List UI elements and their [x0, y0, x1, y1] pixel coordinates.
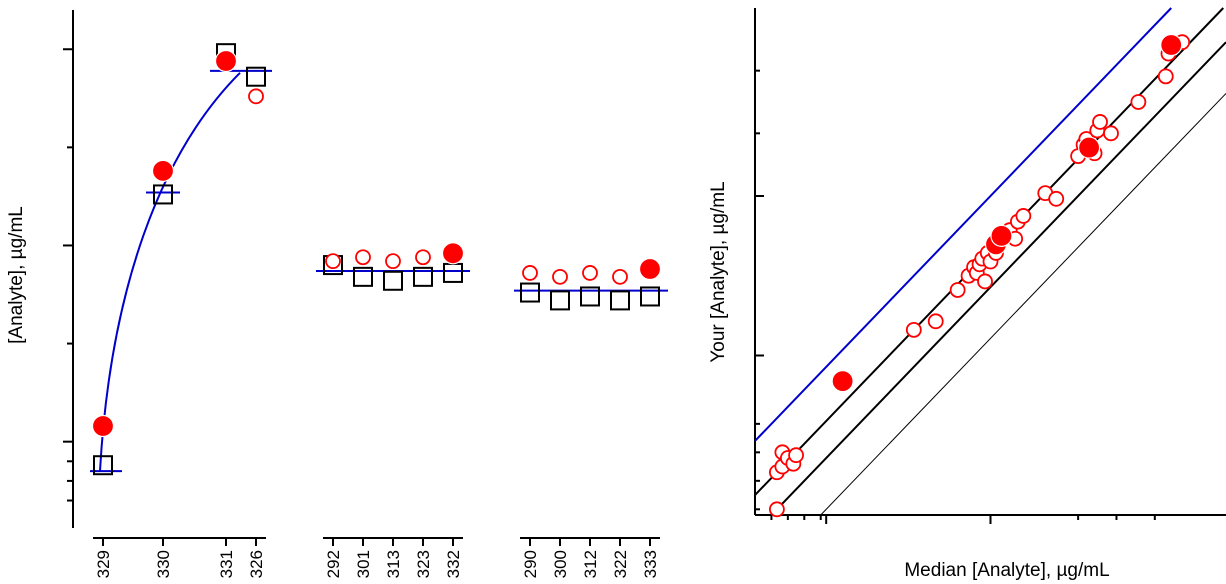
- participant-point: [552, 268, 568, 285]
- participant-point: [355, 249, 371, 266]
- highlighted-point: [91, 414, 115, 438]
- reference-line-lower-limit: [770, 41, 1226, 516]
- sample-label: 312: [581, 550, 600, 578]
- participant-point: [788, 447, 804, 464]
- sample-label: 330: [154, 550, 173, 578]
- reference-line-outer-limit: [820, 93, 1226, 516]
- highlighted-point: [1077, 136, 1101, 159]
- participant-point: [1048, 190, 1065, 207]
- consensus-box: [610, 290, 630, 311]
- sample-chart-panel: [Analyte], µg/mL 329 330 331 326 292 301 313 32…: [6, 10, 668, 578]
- left-axes: [63, 10, 660, 546]
- sample-label: 333: [641, 550, 660, 578]
- participant-point: [522, 265, 538, 281]
- sample-label: 332: [444, 550, 463, 578]
- highlighted-point: [1160, 33, 1183, 57]
- participant-point: [1157, 68, 1174, 85]
- participant-point: [927, 313, 944, 330]
- participant-point: [612, 268, 628, 285]
- consensus-box: [443, 262, 463, 283]
- sample-label: 301: [354, 550, 373, 578]
- participant-point: [905, 321, 922, 338]
- left-consensus-boxes: [93, 43, 660, 476]
- participant-point: [415, 249, 431, 266]
- consensus-box: [550, 290, 570, 311]
- participant-point: [248, 88, 264, 105]
- fit-curve: [99, 72, 241, 472]
- participant-point: [949, 282, 966, 298]
- sample-label: 322: [611, 550, 630, 578]
- participant-point: [1103, 125, 1119, 142]
- left-participant-points: [91, 49, 662, 438]
- participant-point: [1015, 208, 1032, 224]
- right-participant-points: [769, 33, 1191, 518]
- consensus-box: [353, 266, 373, 287]
- reference-line-upper-limit: [754, 7, 1172, 442]
- sample-label: 329: [94, 550, 113, 578]
- right-axes: [754, 8, 1226, 524]
- consensus-box: [153, 184, 173, 205]
- right-y-axis-label: Your [Analyte], µg/mL: [708, 181, 729, 362]
- highlighted-point: [441, 242, 465, 265]
- participant-point: [769, 501, 785, 518]
- sample-label: 313: [384, 550, 403, 578]
- participant-point: [977, 273, 993, 290]
- consensus-box: [520, 282, 540, 303]
- consensus-box: [93, 455, 113, 476]
- consensus-box: [640, 286, 660, 307]
- sample-label: 290: [521, 550, 540, 578]
- left-y-axis-label: [Analyte], µg/mL: [6, 206, 27, 344]
- consensus-box: [246, 66, 266, 87]
- consensus-box: [413, 266, 433, 287]
- participant-point: [325, 253, 341, 270]
- left-sample-labels: 329 330 331 326 292 301 313 323 332 290 300 312 322 3…: [94, 550, 660, 578]
- comparison-chart-panel: Your [Analyte], µg/mL Median [Analyte], …: [708, 7, 1226, 581]
- sample-label: 292: [324, 550, 343, 578]
- sample-label: 326: [247, 550, 266, 578]
- participant-point: [1092, 114, 1108, 130]
- highlighted-point: [831, 370, 854, 393]
- consensus-box: [383, 270, 403, 291]
- left-fit-lines: [90, 69, 668, 473]
- right-x-axis-label: Median [Analyte], µg/mL: [904, 560, 1109, 581]
- sample-label: 323: [414, 550, 433, 578]
- consensus-box: [580, 286, 600, 307]
- highlighted-point: [990, 224, 1013, 247]
- participant-point: [582, 265, 598, 281]
- highlighted-point: [638, 257, 662, 281]
- highlighted-point: [151, 159, 175, 182]
- participant-point: [1130, 94, 1147, 110]
- sample-label: 300: [551, 550, 570, 578]
- highlighted-point: [214, 49, 238, 73]
- sample-label: 331: [217, 550, 236, 578]
- participant-point: [385, 253, 401, 270]
